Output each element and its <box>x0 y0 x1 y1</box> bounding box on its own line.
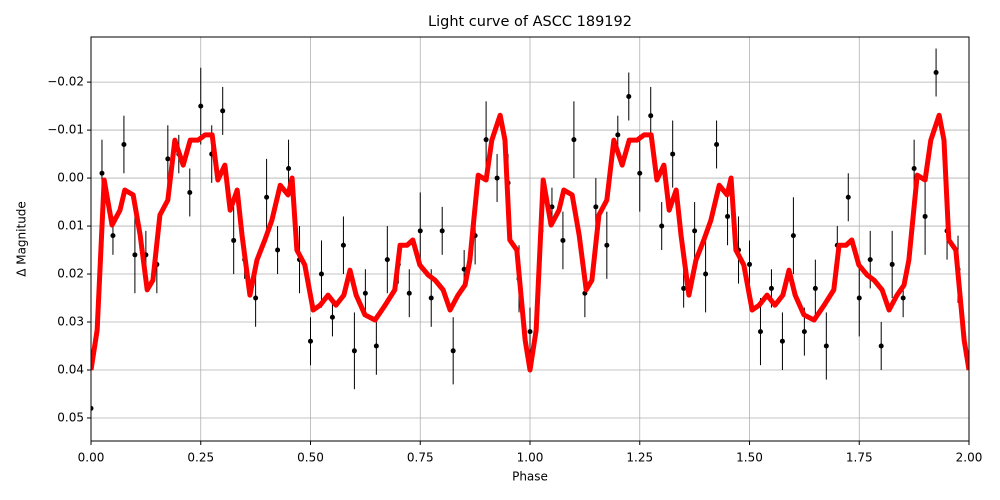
data-point <box>560 237 566 243</box>
data-point <box>91 405 94 411</box>
data-point <box>801 329 807 335</box>
data-point <box>483 137 489 143</box>
y-axis-label: Δ Magnitude <box>15 201 29 277</box>
data-point <box>670 151 676 157</box>
data-point <box>165 156 171 162</box>
data-point <box>867 257 873 263</box>
x-axis-label: Phase <box>512 470 548 484</box>
data-point <box>790 233 796 239</box>
data-point <box>659 223 665 229</box>
data-point <box>922 213 928 219</box>
y-tick-label: −0.02 <box>47 75 84 89</box>
data-point <box>933 70 939 76</box>
data-point <box>768 285 774 291</box>
data-point <box>231 237 237 243</box>
data-point <box>911 165 917 171</box>
y-tick-label: 0.00 <box>57 171 84 185</box>
data-point <box>450 348 456 354</box>
x-tick-label: 1.00 <box>517 451 544 465</box>
data-point <box>757 329 763 335</box>
x-tick-label: 1.50 <box>736 451 763 465</box>
x-tick-label: 0.25 <box>187 451 214 465</box>
data-point <box>187 189 193 195</box>
data-point <box>615 132 621 138</box>
data-point <box>253 295 259 301</box>
data-point <box>626 93 632 99</box>
y-tick-label: 0.01 <box>57 219 84 233</box>
y-tick-label: 0.03 <box>57 315 84 329</box>
x-tick-label: 1.25 <box>626 451 653 465</box>
data-point <box>593 204 599 210</box>
data-point <box>132 252 138 258</box>
data-point <box>286 165 292 171</box>
x-tick-label: 0.00 <box>78 451 105 465</box>
data-point <box>856 295 862 301</box>
data-point <box>406 290 412 296</box>
model-line <box>91 112 969 373</box>
data-point <box>351 348 357 354</box>
data-point <box>318 271 324 277</box>
y-tick-label: 0.02 <box>57 267 84 281</box>
y-tick-label: 0.05 <box>57 410 84 424</box>
data-point <box>220 108 226 114</box>
data-point <box>571 137 577 143</box>
data-point <box>604 242 610 248</box>
x-tick-label: 2.00 <box>956 451 983 465</box>
data-point <box>329 314 335 320</box>
y-tick-label: 0.04 <box>57 362 84 376</box>
data-point <box>725 213 731 219</box>
y-tick-label: −0.01 <box>47 123 84 137</box>
data-point <box>878 343 884 349</box>
data-point <box>779 338 785 344</box>
data-point <box>198 103 204 109</box>
data-point <box>747 261 752 267</box>
data-point <box>692 228 698 234</box>
data-point <box>637 170 643 176</box>
data-point <box>439 228 445 234</box>
data-point <box>264 194 270 200</box>
data-point <box>812 285 818 291</box>
data-point <box>428 295 434 301</box>
data-point <box>714 141 720 147</box>
data-point <box>845 194 851 200</box>
x-tick-label: 0.75 <box>407 451 434 465</box>
data-point <box>648 113 654 119</box>
data-point <box>373 343 379 349</box>
data-point <box>494 175 500 181</box>
data-point <box>703 271 709 277</box>
data-point <box>417 228 423 234</box>
data-point <box>99 170 105 176</box>
data-point <box>889 261 895 267</box>
data-point <box>549 204 555 210</box>
data-point <box>340 242 346 248</box>
data-point <box>681 285 687 291</box>
x-tick-label: 1.75 <box>846 451 873 465</box>
data-point <box>900 295 906 301</box>
data-point <box>527 329 533 335</box>
x-tick-label: 0.50 <box>297 451 324 465</box>
data-point <box>110 233 116 239</box>
chart-title: Light curve of ASCC 189192 <box>428 14 632 30</box>
data-point <box>308 338 313 344</box>
data-point <box>362 290 368 296</box>
data-point <box>823 343 829 349</box>
data-point <box>275 247 281 253</box>
data-point <box>384 257 390 263</box>
data-point <box>121 141 127 147</box>
